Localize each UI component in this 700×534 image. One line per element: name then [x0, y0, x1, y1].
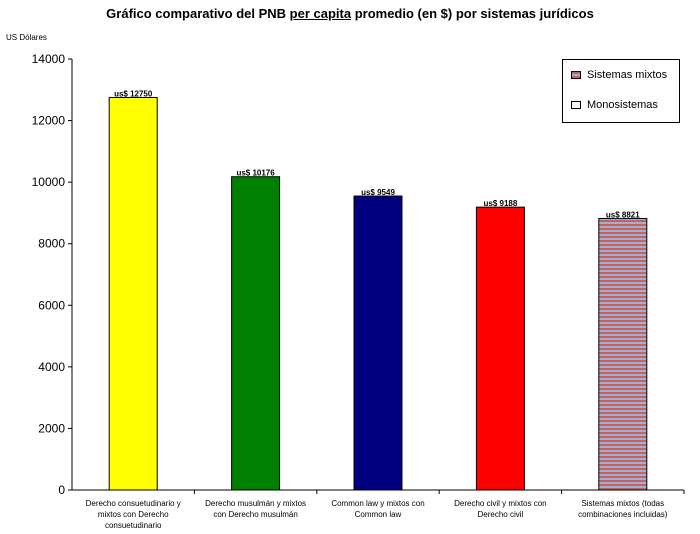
x-tick-label: Common law y mixtos con Common law	[331, 499, 425, 519]
bar-data-label: us$ 9188	[483, 199, 517, 208]
y-tick-label: 2000	[38, 421, 65, 435]
chart-title-part-2: per capita	[289, 6, 352, 21]
chart-title-part-1: Gráfico comparativo del PNB	[106, 6, 290, 21]
chart-title-part-3: promedio (en $) por sistemas jurídicos	[351, 6, 594, 21]
y-tick-label: 8000	[38, 237, 65, 251]
bar-data-label: us$ 8821	[606, 210, 640, 219]
legend-swatch-mixed	[571, 71, 581, 79]
bar	[108, 96, 158, 491]
bar-data-label: us$ 10176	[236, 169, 275, 178]
x-tick-label: Derecho consuetudinario y mixtos con Der…	[85, 499, 181, 530]
legend-item-mono: Monosistemas	[571, 99, 658, 111]
bar-data-label: us$ 9549	[361, 188, 395, 197]
x-tick-label: Derecho musulmán y mixtos con Derecho mu…	[205, 499, 307, 519]
y-axis-label: US Dólares	[6, 33, 47, 42]
y-tick-label: 12000	[32, 114, 66, 128]
y-tick-label: 4000	[38, 360, 65, 374]
bar	[475, 206, 525, 491]
bar	[598, 217, 648, 491]
legend-label-mono: Monosistemas	[587, 99, 658, 111]
y-tick-label: 14000	[32, 52, 66, 66]
chart-title: Gráfico comparativo del PNB per capita p…	[0, 6, 700, 21]
legend-swatch-mono	[571, 101, 581, 109]
y-tick-label: 6000	[38, 298, 65, 312]
y-tick-label: 10000	[32, 175, 66, 189]
legend: Sistemas mixtos Monosistemas	[562, 59, 680, 123]
bar-data-label: us$ 12750	[114, 89, 153, 98]
legend-item-mixed: Sistemas mixtos	[571, 69, 667, 81]
y-tick-label: 0	[58, 483, 65, 497]
legend-label-mixed: Sistemas mixtos	[587, 69, 668, 81]
bar	[231, 176, 281, 491]
x-tick-label: Derecho civil y mixtos con Derecho civil	[454, 499, 547, 519]
bar	[353, 195, 403, 491]
x-tick-label: Sistemas mixtos (todas combinaciones inc…	[578, 499, 668, 519]
